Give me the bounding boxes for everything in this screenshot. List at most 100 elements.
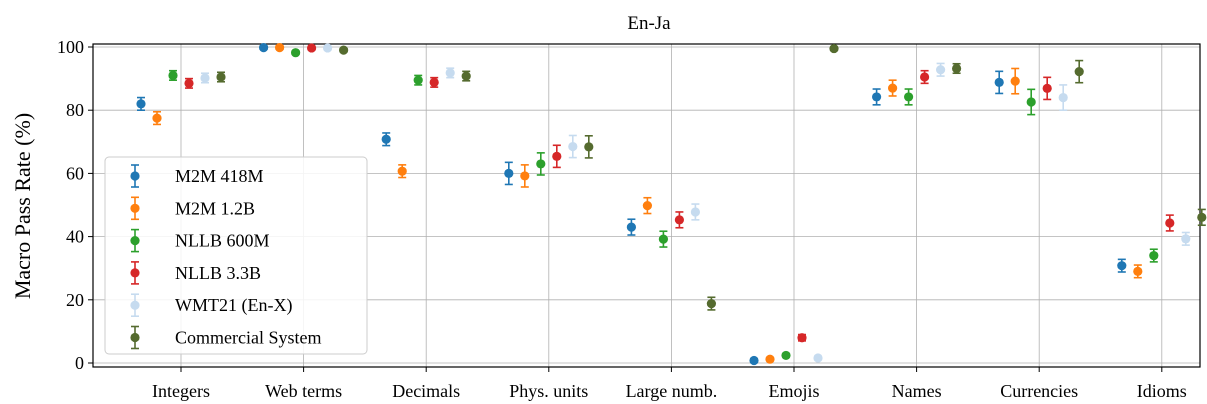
legend-label: NLLB 3.3B <box>175 263 261 283</box>
data-point <box>706 298 717 309</box>
data-point <box>504 168 514 178</box>
data-point <box>1026 97 1036 107</box>
data-point <box>184 78 194 88</box>
data-point <box>994 77 1004 87</box>
data-point <box>674 215 685 225</box>
series-1 <box>152 43 1143 364</box>
legend-marker <box>130 236 140 246</box>
data-point <box>136 99 146 109</box>
data-point <box>642 201 653 211</box>
legend-item: NLLB 3.3B <box>130 261 261 285</box>
y-tick-label: 100 <box>57 37 84 57</box>
data-point <box>307 43 317 53</box>
data-point <box>749 355 759 366</box>
x-tick-label: Phys. units <box>509 381 588 401</box>
data-point <box>552 151 562 161</box>
y-tick-label: 40 <box>66 227 84 247</box>
legend-label: M2M 418M <box>175 166 264 186</box>
y-axis-label: Macro Pass Rate (%) <box>10 113 35 299</box>
data-point <box>568 141 578 152</box>
data-point <box>888 83 898 93</box>
data-point <box>1074 67 1084 77</box>
data-point <box>429 77 439 87</box>
legend-item: M2M 418M <box>130 164 264 188</box>
data-point <box>1197 212 1207 222</box>
data-point <box>813 353 823 363</box>
series-2 <box>168 48 1159 361</box>
x-tick-label: Web terms <box>265 381 342 401</box>
data-point <box>1042 83 1052 93</box>
data-point <box>952 63 962 74</box>
chart-title: En-Ja <box>627 13 671 34</box>
legend-marker <box>130 268 140 278</box>
x-tick-label: Idioms <box>1137 381 1187 401</box>
data-point <box>1133 266 1143 276</box>
data-point <box>1058 92 1068 103</box>
legend-item: NLLB 600M <box>130 228 270 253</box>
data-point <box>152 113 162 123</box>
legend: M2M 418M M2M 1.2B NLLB 600M NLLB 3.3B WMT21 … <box>104 156 368 355</box>
x-tick-label: Currencies <box>1000 381 1078 401</box>
legend-label: NLLB 600M <box>175 231 270 251</box>
data-point <box>259 43 269 53</box>
data-point <box>658 234 669 244</box>
data-point <box>520 171 530 181</box>
x-tick-label: Emojis <box>768 381 819 401</box>
data-point <box>920 72 930 82</box>
legend-box <box>104 156 368 355</box>
data-point <box>216 72 226 82</box>
y-tick-label: 20 <box>66 290 84 310</box>
y-tick-label: 0 <box>75 353 84 373</box>
data-point <box>1117 261 1127 271</box>
data-point <box>1010 76 1020 86</box>
data-point <box>1149 250 1159 261</box>
data-point <box>200 73 210 83</box>
data-point <box>397 166 407 176</box>
data-point <box>291 48 301 58</box>
x-tick-label: Large numb. <box>626 381 718 401</box>
legend-label: WMT21 (En-X) <box>175 295 292 316</box>
legend-item: Commercial System <box>130 325 321 350</box>
data-point <box>536 159 546 169</box>
data-point <box>781 350 791 361</box>
x-tick-label: Decimals <box>392 381 460 401</box>
data-point <box>626 222 637 232</box>
x-tick-label: Names <box>892 381 942 401</box>
legend-item: WMT21 (En-X) <box>130 293 292 318</box>
series-5 <box>216 43 1207 311</box>
data-point <box>168 70 178 81</box>
data-point <box>339 45 349 55</box>
axes: 0 20 40 60 80 100 Integers Web terms Decimals Phy… <box>57 37 1201 401</box>
data-marks <box>136 43 1207 366</box>
plot-frame <box>92 43 1201 368</box>
data-point <box>413 75 423 85</box>
data-point <box>323 43 333 53</box>
legend-marker <box>130 171 140 181</box>
data-point <box>1165 218 1175 228</box>
y-tick-label: 80 <box>66 100 84 120</box>
legend-label: M2M 1.2B <box>175 198 255 218</box>
data-point <box>872 92 882 102</box>
data-point <box>1181 234 1191 244</box>
data-point <box>765 354 775 364</box>
data-point <box>936 65 946 75</box>
data-point <box>904 92 914 102</box>
legend-marker <box>130 203 140 213</box>
data-point <box>275 43 285 53</box>
x-tick-label: Integers <box>152 381 210 401</box>
legend-item: M2M 1.2B <box>130 196 255 221</box>
legend-marker <box>130 300 140 310</box>
data-point <box>797 333 807 343</box>
data-point <box>381 134 391 144</box>
series-4 <box>200 43 1191 363</box>
y-tick-label: 60 <box>66 163 84 183</box>
data-point <box>690 207 701 217</box>
data-point <box>461 71 471 81</box>
series-3 <box>184 43 1175 343</box>
legend-label: Commercial System <box>175 328 321 348</box>
series-0 <box>136 43 1127 366</box>
data-point <box>584 142 594 152</box>
legend-marker <box>130 332 140 343</box>
data-point <box>829 43 839 54</box>
